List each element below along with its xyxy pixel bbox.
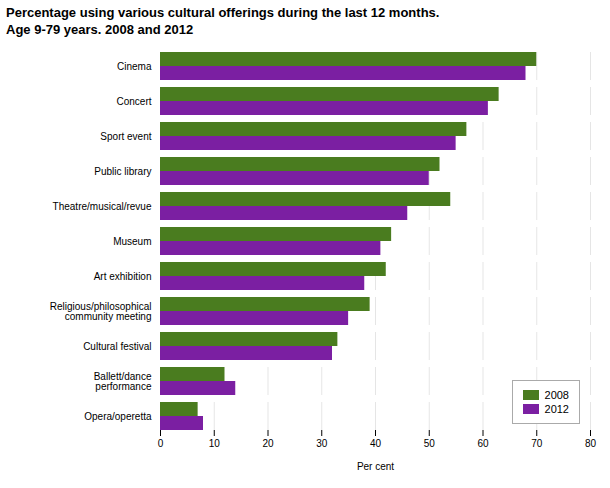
- svg-text:70: 70: [531, 438, 543, 449]
- svg-text:Museum: Museum: [113, 236, 151, 247]
- svg-text:Religious/philosophicalcommuni: Religious/philosophicalcommunity meeting: [50, 301, 152, 322]
- svg-text:40: 40: [370, 438, 382, 449]
- svg-text:Cultural festival: Cultural festival: [83, 341, 151, 352]
- svg-text:10: 10: [209, 438, 221, 449]
- html-text:Percentage using various cultu: Percentage using various cultural offeri…: [6, 5, 440, 20]
- svg-text:30: 30: [316, 438, 328, 449]
- svg-text:50: 50: [424, 438, 436, 449]
- svg-text:60: 60: [477, 438, 489, 449]
- html-text:2008: 2008: [544, 389, 569, 401]
- svg-text:Theatre/musical/revue: Theatre/musical/revue: [53, 201, 152, 212]
- svg-text:20: 20: [262, 438, 274, 449]
- svg-text:Ballett/danceperformance: Ballett/danceperformance: [94, 371, 152, 392]
- svg-text:Cinema: Cinema: [117, 61, 152, 72]
- html-text:Age 9-79 years. 2008 and 2012: Age 9-79 years. 2008 and 2012: [6, 22, 194, 37]
- html-text:2012: 2012: [544, 403, 569, 415]
- svg-text:80: 80: [585, 438, 597, 449]
- svg-text:Per cent: Per cent: [357, 461, 394, 472]
- svg-text:0: 0: [158, 438, 164, 449]
- svg-text:Sport event: Sport event: [100, 131, 151, 142]
- svg-text:Art exhibition: Art exhibition: [94, 271, 152, 282]
- svg-text:Opera/operetta: Opera/operetta: [84, 411, 152, 422]
- svg-text:Concert: Concert: [116, 96, 151, 107]
- svg-text:Public library: Public library: [94, 166, 151, 177]
